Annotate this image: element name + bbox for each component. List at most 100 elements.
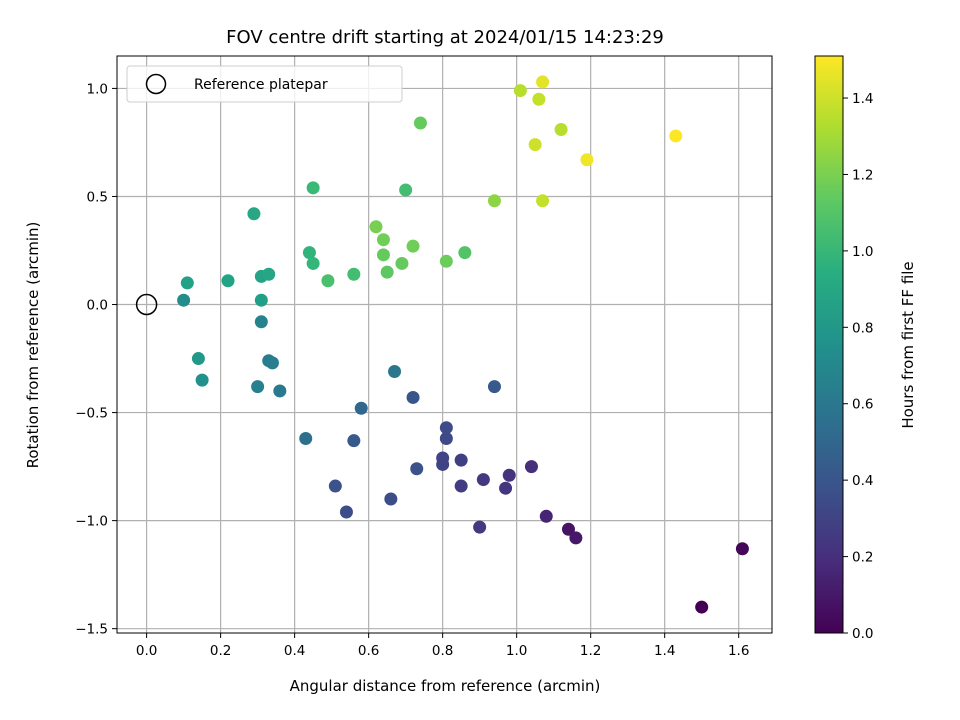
data-point — [735, 542, 749, 556]
y-tick-label: 0.0 — [87, 298, 108, 314]
data-points — [177, 75, 749, 614]
x-tick-label: 0.4 — [284, 643, 305, 659]
chart-title: FOV centre drift starting at 2024/01/15 … — [226, 27, 664, 48]
data-point — [458, 246, 472, 260]
data-point — [254, 315, 268, 329]
legend: Reference platepar — [126, 65, 403, 103]
data-point — [399, 183, 413, 197]
y-tick-label: −1.0 — [75, 514, 108, 530]
data-point — [536, 75, 550, 89]
data-point — [406, 239, 420, 253]
data-point — [306, 256, 320, 270]
colorbar-tick-label: 0.6 — [852, 397, 873, 413]
data-point — [347, 434, 361, 448]
x-tick-label: 1.4 — [654, 643, 675, 659]
data-point — [262, 267, 276, 281]
data-point — [254, 293, 268, 307]
colorbar-tick-label: 1.2 — [852, 167, 873, 183]
data-point — [369, 220, 383, 234]
data-point — [502, 468, 516, 482]
data-point — [439, 432, 453, 446]
data-point — [410, 462, 424, 476]
y-tick-label: 1.0 — [87, 81, 108, 97]
x-tick-label: 0.6 — [358, 643, 379, 659]
x-tick-label: 0.8 — [432, 643, 453, 659]
data-point — [561, 522, 575, 536]
grid-lines — [117, 56, 772, 633]
data-point — [395, 256, 409, 270]
data-point — [473, 520, 487, 534]
data-point — [302, 246, 316, 260]
data-point — [191, 352, 205, 366]
x-axis-ticks: 0.0 0.2 0.4 0.6 0.8 1.0 1.2 1.4 1.6 — [136, 633, 749, 659]
x-tick-label: 0.2 — [210, 643, 231, 659]
data-point — [177, 293, 191, 307]
data-point — [536, 194, 550, 208]
data-point — [695, 600, 709, 614]
data-point — [273, 384, 287, 398]
x-tick-label: 1.2 — [580, 643, 601, 659]
data-point — [436, 451, 450, 465]
data-point — [321, 274, 335, 288]
data-point — [347, 267, 361, 281]
data-point — [580, 153, 594, 167]
legend-reference-marker — [145, 73, 167, 95]
data-point — [413, 116, 427, 130]
legend-box — [126, 65, 403, 103]
data-point — [513, 84, 527, 98]
x-axis-label: Angular distance from reference (arcmin) — [290, 677, 601, 695]
data-point — [376, 248, 390, 262]
y-tick-label: 0.5 — [87, 189, 108, 205]
data-point — [299, 432, 313, 446]
data-point — [524, 460, 538, 474]
data-point — [388, 365, 402, 379]
data-point — [339, 505, 353, 519]
data-point — [569, 531, 583, 545]
data-point — [380, 265, 394, 279]
colorbar-tick-label: 0.8 — [852, 320, 873, 336]
colorbar-tick-label: 0.2 — [852, 550, 873, 566]
data-point — [487, 194, 501, 208]
plot-area — [117, 56, 772, 633]
data-point — [669, 129, 683, 143]
data-point — [439, 254, 453, 268]
y-tick-label: −1.5 — [75, 622, 108, 638]
colorbar-tick-label: 1.4 — [852, 91, 873, 107]
colorbar-gradient — [814, 55, 844, 634]
y-tick-label: −0.5 — [75, 406, 108, 422]
data-point — [354, 401, 368, 415]
data-point — [499, 481, 513, 495]
data-point — [251, 380, 265, 394]
colorbar-tick-label: 0.4 — [852, 473, 873, 489]
data-point — [532, 92, 546, 106]
reference-platepar-point — [135, 293, 158, 316]
colorbar-tick-label: 0.0 — [852, 626, 873, 642]
x-tick-label: 1.0 — [506, 643, 527, 659]
colorbar-ticks: 0.0 0.2 0.4 0.6 0.8 1.0 1.2 1.4 — [843, 91, 873, 642]
data-point — [554, 122, 568, 136]
legend-label: Reference platepar — [194, 77, 328, 93]
data-point — [476, 473, 490, 487]
y-axis-ticks: −1.5 −1.0 −0.5 0.0 0.5 1.0 — [75, 81, 117, 638]
colorbar: 0.0 0.2 0.4 0.6 0.8 1.0 1.2 1.4 Hours from firs… — [814, 55, 917, 642]
data-point — [195, 373, 209, 387]
colorbar-label: Hours from first FF file — [899, 261, 917, 428]
data-point — [376, 233, 390, 247]
data-point — [454, 479, 468, 493]
data-point — [328, 479, 342, 493]
data-point — [306, 181, 320, 195]
data-point — [384, 492, 398, 506]
data-point — [539, 509, 553, 523]
data-point — [180, 276, 194, 290]
x-tick-label: 1.6 — [728, 643, 749, 659]
data-point — [454, 453, 468, 467]
plot-frame — [116, 55, 773, 634]
data-point — [265, 356, 279, 370]
data-point — [221, 274, 235, 288]
colorbar-tick-label: 1.0 — [852, 244, 873, 260]
y-axis-label: Rotation from reference (arcmin) — [24, 222, 42, 469]
data-point — [487, 380, 501, 394]
data-point — [406, 390, 420, 404]
x-tick-label: 0.0 — [136, 643, 157, 659]
